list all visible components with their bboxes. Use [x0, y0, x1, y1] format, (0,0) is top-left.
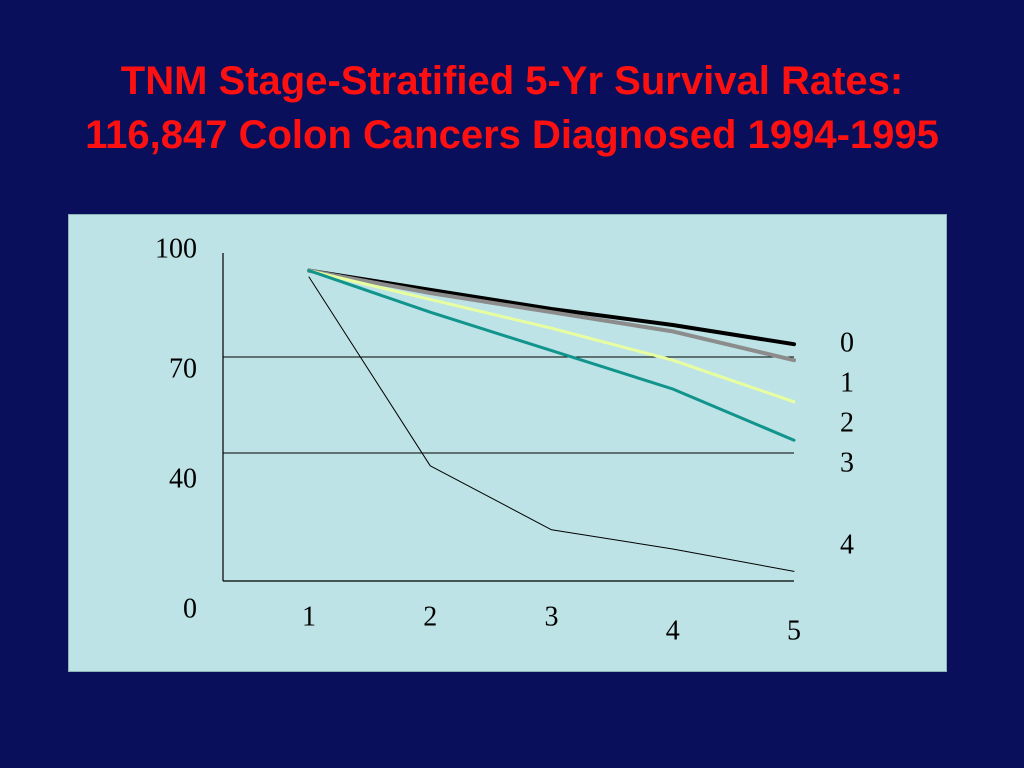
x-tick-label-3: 3 — [545, 601, 559, 632]
chart-title-line-1: TNM Stage-Stratified 5-Yr Survival Rates… — [120, 59, 904, 103]
series-line-stage-0 — [307, 268, 796, 347]
legend-label-stage-3: 3 — [840, 447, 854, 478]
series-line-stage-1 — [307, 268, 796, 363]
series-line-stage-4 — [308, 276, 795, 572]
y-tick-label-100: 100 — [155, 233, 197, 264]
x-tick-label-2: 2 — [423, 601, 437, 632]
survival-line-chart: 100 70 40 0 1 2 3 4 5 0 1 2 3 4 — [155, 233, 854, 646]
series-line-stage-2 — [307, 269, 796, 404]
legend-label-stage-1: 1 — [840, 367, 854, 398]
chart-title-line-2: 116,847 Colon Cancers Diagnosed 1994-199… — [85, 113, 939, 157]
legend-label-stage-0: 0 — [840, 327, 854, 358]
x-tick-label-1: 1 — [302, 601, 316, 632]
y-tick-label-40: 40 — [169, 463, 197, 494]
series-line-stage-3 — [307, 269, 796, 442]
x-tick-label-4: 4 — [666, 615, 680, 646]
y-tick-label-70: 70 — [169, 353, 197, 384]
y-tick-label-0: 0 — [183, 593, 197, 624]
legend-label-stage-4: 4 — [840, 529, 854, 560]
x-tick-label-5: 5 — [787, 615, 801, 646]
chart-panel: 100 70 40 0 1 2 3 4 5 0 1 2 3 4 — [68, 214, 947, 672]
legend-label-stage-2: 2 — [840, 407, 854, 438]
